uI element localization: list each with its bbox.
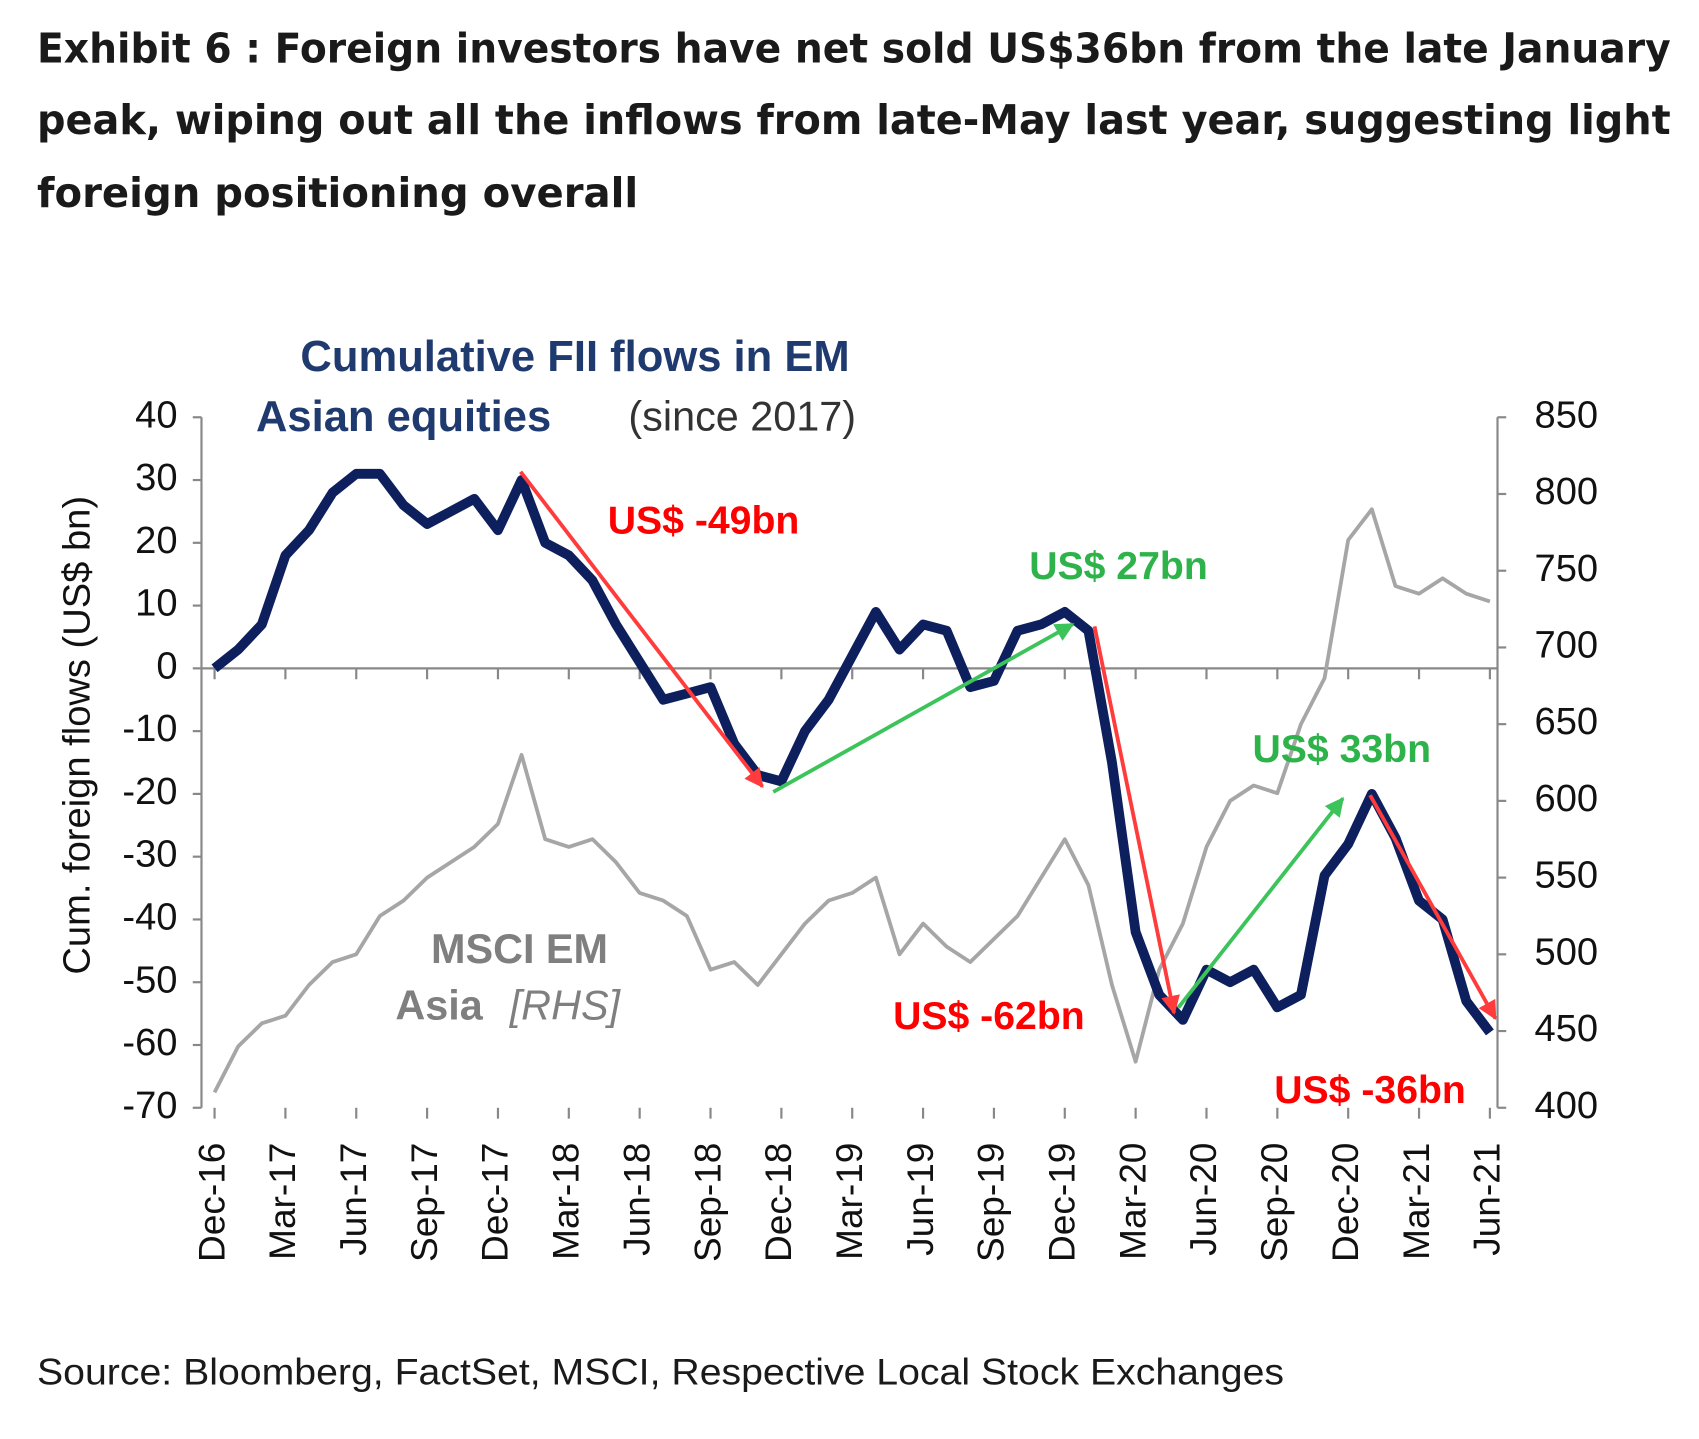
x-tick-label: Jun-19 bbox=[899, 1143, 941, 1256]
y-tick-label: -30 bbox=[122, 834, 177, 876]
x-tick-label: Jun-20 bbox=[1182, 1143, 1224, 1256]
x-tick-label: Jun-18 bbox=[615, 1143, 657, 1256]
x-tick-label: Jun-17 bbox=[332, 1143, 374, 1256]
y-tick-label: -60 bbox=[122, 1022, 177, 1064]
series-line bbox=[212, 507, 1491, 1094]
y2-tick-label: 550 bbox=[1535, 855, 1599, 897]
x-tick-label: Sep-17 bbox=[403, 1143, 445, 1262]
arrow bbox=[1368, 794, 1498, 1021]
annotation: US$ -49bn bbox=[608, 499, 800, 542]
x-tick-label: Sep-19 bbox=[970, 1143, 1012, 1262]
x-tick-label: Mar-19 bbox=[828, 1143, 870, 1260]
y-tick-label: 40 bbox=[135, 394, 177, 436]
x-tick-label: Mar-20 bbox=[1111, 1143, 1153, 1260]
page-title: Exhibit 6 : Foreign investors have net s… bbox=[37, 24, 1671, 72]
series-label: MSCI EM bbox=[431, 926, 608, 972]
y-tick-label: -10 bbox=[122, 708, 177, 750]
y2-tick-label: 450 bbox=[1535, 1008, 1599, 1050]
y2-tick-label: 600 bbox=[1535, 778, 1599, 820]
annotation: US$ 27bn bbox=[1029, 545, 1208, 588]
arrow bbox=[1092, 625, 1180, 1015]
x-tick-label: Jun-21 bbox=[1466, 1143, 1508, 1256]
series-line bbox=[211, 468, 1494, 1036]
y-tick-label: 10 bbox=[135, 583, 177, 625]
annotation: US$ -62bn bbox=[893, 995, 1085, 1038]
y-axis-label: Cum. foreign flows (US$ bn) bbox=[57, 496, 99, 975]
x-tick-label: Dec-19 bbox=[1041, 1143, 1083, 1262]
y2-tick-label: 750 bbox=[1535, 548, 1599, 590]
y2-tick-label: 800 bbox=[1535, 471, 1599, 513]
x-tick-label: Dec-18 bbox=[757, 1143, 799, 1262]
y2-tick-label: 400 bbox=[1535, 1085, 1599, 1127]
x-tick-label: Mar-21 bbox=[1395, 1143, 1437, 1260]
x-tick-label: Dec-17 bbox=[474, 1143, 516, 1262]
chart-title: Asian equities bbox=[256, 393, 551, 441]
y-tick-label: 30 bbox=[135, 457, 177, 499]
series-label: Asia bbox=[395, 983, 483, 1029]
y2-tick-label: 700 bbox=[1535, 625, 1599, 667]
chart-title-note: (since 2017) bbox=[628, 393, 856, 439]
y-tick-label: -20 bbox=[122, 771, 177, 813]
y2-tick-label: 850 bbox=[1535, 394, 1599, 436]
x-tick-label: Sep-20 bbox=[1253, 1143, 1295, 1262]
annotation: US$ -36bn bbox=[1274, 1069, 1466, 1112]
page-title: peak, wiping out all the inflows from la… bbox=[37, 96, 1671, 144]
source: Source: Bloomberg, FactSet, MSCI, Respec… bbox=[37, 1350, 1284, 1392]
x-tick-label: Dec-20 bbox=[1324, 1143, 1366, 1262]
page-title: foreign positioning overall bbox=[37, 169, 638, 217]
x-tick-label: Dec-16 bbox=[190, 1143, 232, 1262]
arrow bbox=[519, 470, 764, 788]
y-tick-label: 20 bbox=[135, 520, 177, 562]
y2-tick-label: 650 bbox=[1535, 701, 1599, 743]
y-tick-label: -70 bbox=[122, 1085, 177, 1127]
x-tick-label: Mar-17 bbox=[261, 1143, 303, 1260]
y-tick-label: -40 bbox=[122, 897, 177, 939]
x-tick-label: Sep-18 bbox=[686, 1143, 728, 1262]
y-tick-label: -50 bbox=[122, 959, 177, 1001]
chart-title: Cumulative FII flows in EM bbox=[300, 333, 849, 381]
x-tick-label: Mar-18 bbox=[545, 1143, 587, 1260]
annotation: US$ 33bn bbox=[1252, 728, 1431, 771]
series-label: [RHS] bbox=[509, 983, 622, 1029]
y-tick-label: 0 bbox=[156, 645, 177, 687]
arrow bbox=[772, 622, 1075, 794]
arrow bbox=[1176, 796, 1345, 1009]
y2-tick-label: 500 bbox=[1535, 931, 1599, 973]
